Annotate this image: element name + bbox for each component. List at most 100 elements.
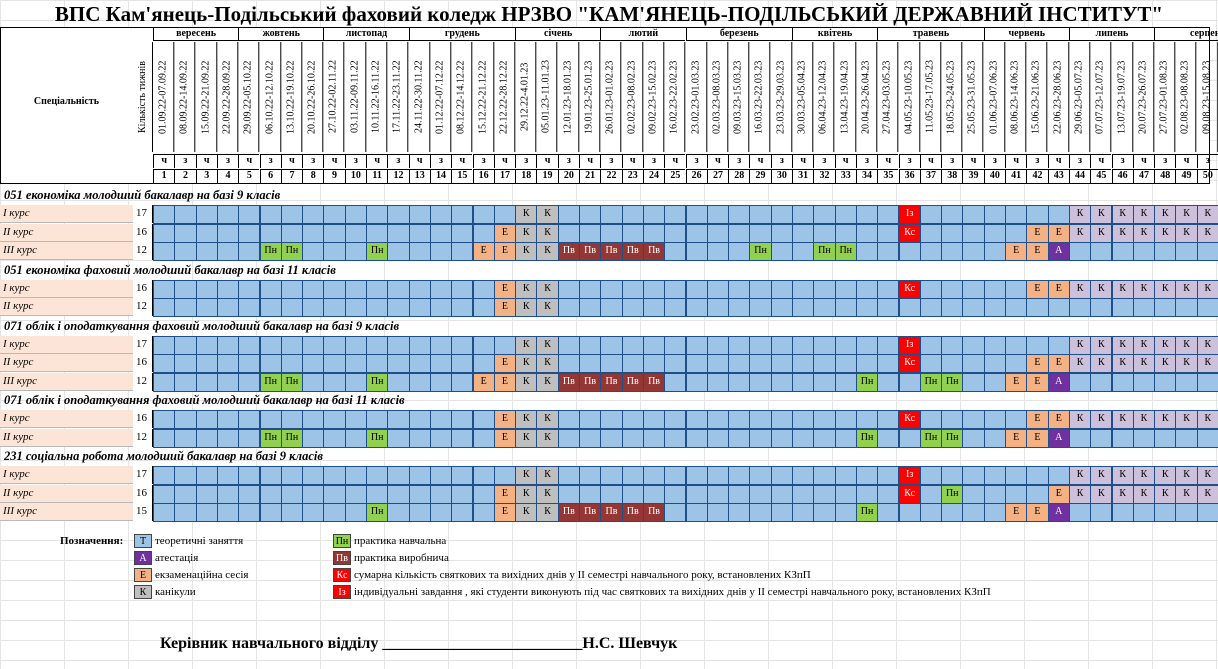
legend-text: сумарна кількість святкових та вихідних … <box>354 569 811 581</box>
schedule-cell-theory <box>792 242 815 261</box>
legend-label: Позначення: <box>60 535 124 547</box>
schedule-cell-pv: Пв <box>642 503 666 522</box>
schedule-cell-theory <box>302 428 325 448</box>
schedule-cell-theory <box>259 335 282 355</box>
schedule-cell-k: К <box>1090 354 1113 373</box>
schedule-cell-theory <box>749 354 772 373</box>
legend-text: екзаменаційна сесія <box>155 569 249 581</box>
week-type: ч <box>280 154 303 168</box>
month-header: лютий <box>600 28 686 41</box>
schedule-cell-theory <box>728 205 751 224</box>
weeks-count: 16 <box>133 484 153 503</box>
week-number: 31 <box>792 169 814 183</box>
schedule-cell-pv: Пв <box>600 372 623 392</box>
course-label: ІІ курс <box>0 298 133 316</box>
schedule-cell-theory <box>706 242 730 261</box>
schedule-cell-theory <box>153 223 176 243</box>
schedule-cell-k: К <box>1068 410 1092 429</box>
weeks-count: 12 <box>133 428 153 447</box>
schedule-cell-theory <box>323 298 346 317</box>
schedule-cell-theory <box>472 298 495 317</box>
schedule-cell-k: К <box>1111 279 1134 299</box>
schedule-cell-theory <box>472 410 495 429</box>
schedule-cell-theory <box>429 335 453 355</box>
schedule-cell-pn: Пн <box>366 372 389 392</box>
schedule-cell-theory <box>280 410 304 429</box>
week-number: 22 <box>600 169 622 183</box>
week-type: ч <box>749 154 771 168</box>
schedule-cell-theory <box>344 223 367 243</box>
schedule-cell-ks: Кс <box>898 410 921 429</box>
schedule-cell-pn: Пн <box>749 242 772 261</box>
week-date: 08.09.22-14.09.22 <box>174 42 196 152</box>
schedule-cell-theory <box>1068 428 1092 448</box>
schedule-cell-theory <box>728 466 751 485</box>
weeks-count: 12 <box>133 242 153 260</box>
schedule-cell-theory <box>153 503 176 522</box>
week-date: 01.12.22-07.12.22 <box>429 42 452 152</box>
schedule-cell-theory <box>174 484 197 504</box>
schedule-cell-e: Е <box>1026 242 1049 261</box>
schedule-cell-pn: Пн <box>919 372 943 392</box>
schedule-cell-theory <box>216 428 240 448</box>
section-title: 051 економіка молодший бакалавр на базі … <box>4 188 281 202</box>
schedule-cell-theory <box>557 410 580 429</box>
schedule-cell-theory <box>898 503 921 522</box>
schedule-cell-theory <box>770 335 793 355</box>
section-title: 071 облік і оподаткування фаховий молодш… <box>4 318 400 333</box>
schedule-cell-theory <box>749 298 772 317</box>
schedule-cell-theory <box>302 410 325 429</box>
week-number: 42 <box>1026 169 1048 183</box>
schedule-cell-ks: Кс <box>898 223 921 243</box>
week-type: ч <box>792 154 814 168</box>
schedule-cell-theory <box>493 205 517 224</box>
schedule-cell-k: К <box>536 223 559 243</box>
weeks-count-header: Кількість тижнів <box>133 42 153 152</box>
week-date: 23.02.23-01.03.23 <box>685 42 707 152</box>
schedule-cell-theory <box>1090 372 1113 392</box>
schedule-cell-theory <box>216 205 240 224</box>
schedule-cell-theory <box>387 410 410 429</box>
schedule-cell-theory <box>174 428 197 448</box>
schedule-cell-k: К <box>1132 354 1156 373</box>
schedule-cell-theory <box>600 466 623 485</box>
week-date: 27.07.23-01.08.23 <box>1154 42 1176 152</box>
schedule-cell-theory <box>962 298 985 317</box>
schedule-cell-theory <box>238 372 261 392</box>
schedule-cell-theory <box>1068 242 1092 261</box>
schedule-cell-e: Е <box>493 298 517 317</box>
schedule-cell-a: А <box>1047 428 1070 448</box>
schedule-cell-pn: Пн <box>941 484 964 504</box>
schedule-cell-k: К <box>1111 484 1134 504</box>
schedule-cell-k: К <box>1154 466 1177 485</box>
week-number: 9 <box>323 169 345 183</box>
legend-swatch: Із <box>333 585 351 599</box>
week-number: 29 <box>749 169 771 183</box>
schedule-cell-theory <box>664 372 687 392</box>
schedule-cell-theory <box>1154 372 1177 392</box>
schedule-cell-theory <box>1111 242 1134 261</box>
schedule-cell-theory <box>792 503 815 522</box>
week-date: 20.04.23-26.04.23 <box>855 42 878 152</box>
schedule-cell-theory <box>642 205 666 224</box>
schedule-cell-theory <box>451 410 474 429</box>
schedule-cell-theory <box>685 205 708 224</box>
schedule-cell-theory <box>408 428 431 448</box>
schedule-cell-theory <box>792 484 815 504</box>
week-number: 8 <box>302 169 324 183</box>
schedule-cell-theory <box>238 223 261 243</box>
schedule-cell-theory <box>855 279 879 299</box>
week-type: ч <box>366 154 388 168</box>
schedule-cell-theory <box>834 410 857 429</box>
schedule-cell-theory <box>1068 503 1092 522</box>
week-type: з <box>941 154 963 168</box>
week-date: 18.05.23-24.05.23 <box>941 42 963 152</box>
schedule-cell-theory <box>770 205 793 224</box>
schedule-cell-theory <box>983 410 1006 429</box>
week-number: 21 <box>579 169 601 183</box>
legend-text: індивідуальні завдання , які студенти ви… <box>354 586 991 598</box>
legend-swatch: К <box>134 585 152 599</box>
schedule-cell-theory <box>429 484 453 504</box>
schedule-cell-theory <box>216 335 240 355</box>
week-date: 03.11.22-09.11.22 <box>344 42 366 152</box>
